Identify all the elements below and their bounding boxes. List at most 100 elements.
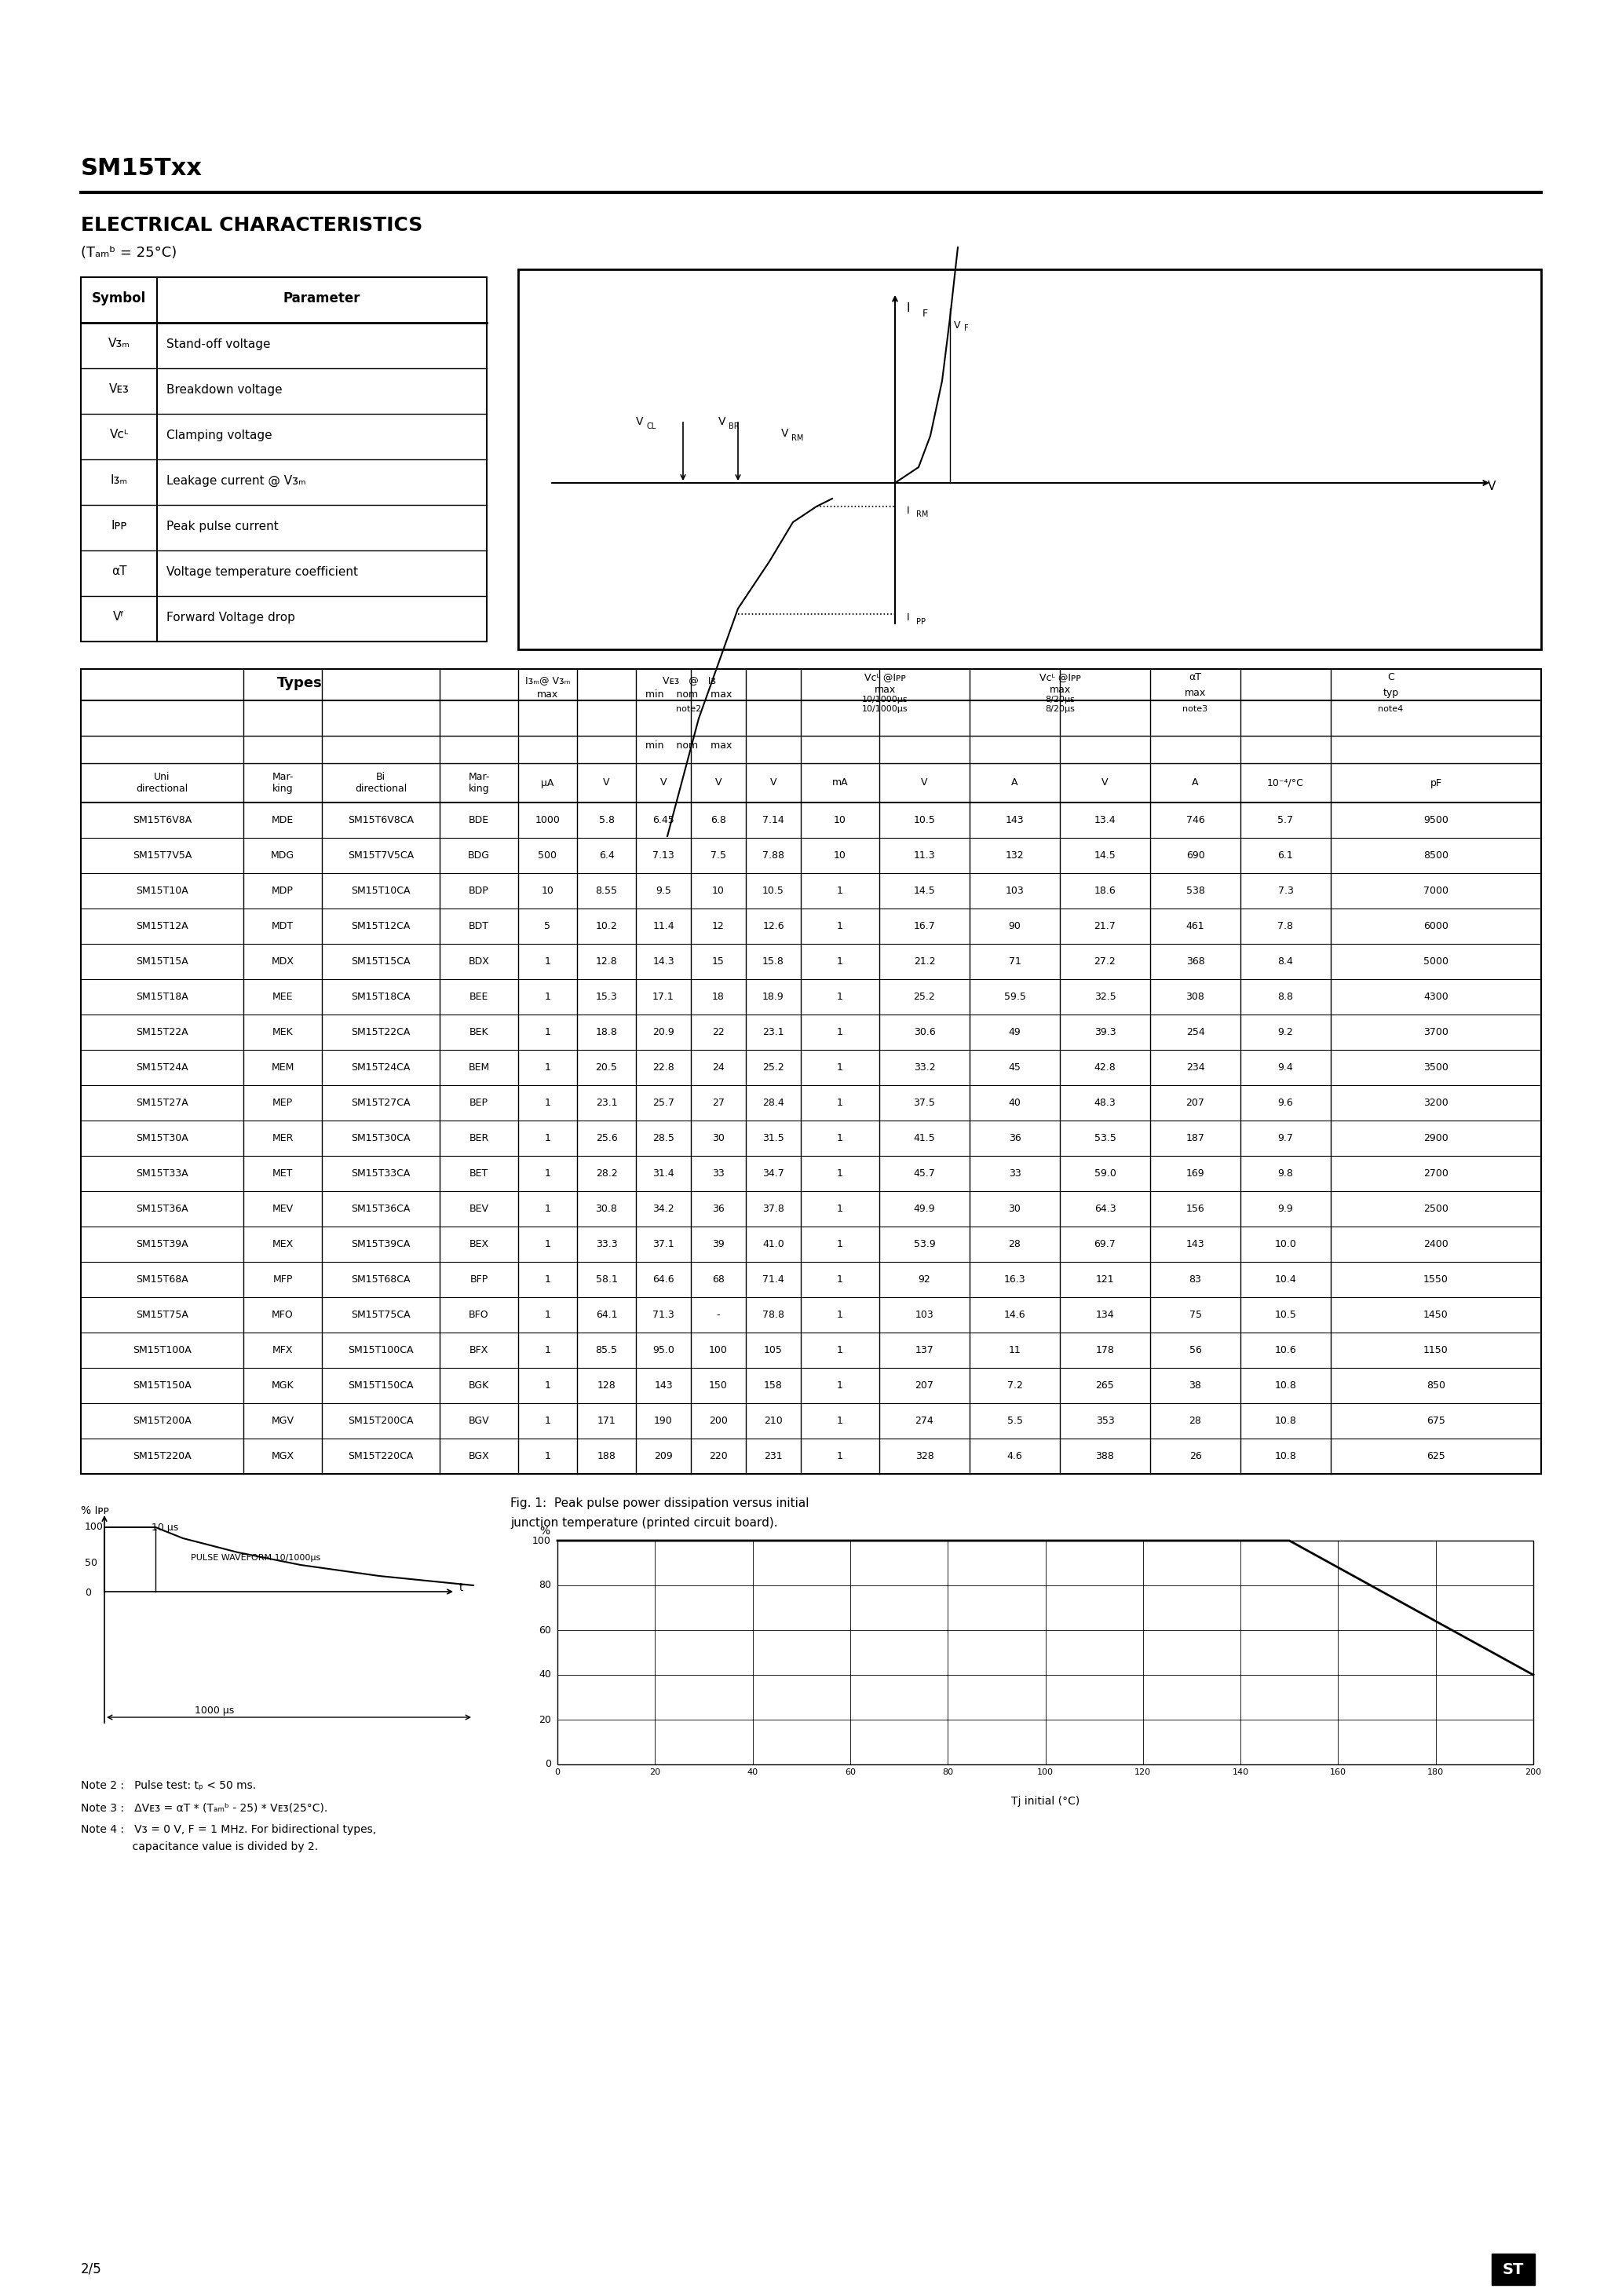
- Text: 1: 1: [837, 1063, 843, 1072]
- Text: 33: 33: [1009, 1169, 1020, 1178]
- Text: I: I: [907, 303, 910, 315]
- Text: 25.7: 25.7: [652, 1097, 675, 1109]
- Text: 220: 220: [709, 1451, 728, 1460]
- Text: BDG: BDG: [467, 850, 490, 861]
- Text: 16.3: 16.3: [1004, 1274, 1025, 1286]
- Text: 9.7: 9.7: [1278, 1134, 1293, 1143]
- Text: 41.5: 41.5: [913, 1134, 936, 1143]
- Text: SM15T7V5A: SM15T7V5A: [133, 850, 191, 861]
- Text: Iᴘᴘ: Iᴘᴘ: [110, 521, 127, 533]
- Text: SM15T36A: SM15T36A: [136, 1203, 188, 1215]
- Text: 30.6: 30.6: [913, 1026, 936, 1038]
- Text: 5.5: 5.5: [1007, 1417, 1022, 1426]
- Text: 21.2: 21.2: [913, 957, 936, 967]
- Text: 209: 209: [654, 1451, 673, 1460]
- Text: 103: 103: [915, 1309, 934, 1320]
- Text: RM: RM: [916, 510, 928, 519]
- Text: SM15T7V5CA: SM15T7V5CA: [347, 850, 414, 861]
- Text: % Iᴘᴘ: % Iᴘᴘ: [81, 1506, 109, 1515]
- Text: 0: 0: [545, 1759, 551, 1770]
- Text: 461: 461: [1186, 921, 1205, 932]
- Text: 274: 274: [915, 1417, 934, 1426]
- Text: 8.8: 8.8: [1278, 992, 1293, 1001]
- Text: 14.3: 14.3: [652, 957, 675, 967]
- Bar: [81, 668, 1541, 1474]
- Text: 1: 1: [545, 1203, 551, 1215]
- Text: 30: 30: [712, 1134, 725, 1143]
- Text: 18.8: 18.8: [595, 1026, 618, 1038]
- Text: 1: 1: [837, 957, 843, 967]
- Text: 9.4: 9.4: [1278, 1063, 1293, 1072]
- Text: MDP: MDP: [272, 886, 294, 895]
- Text: 2/5: 2/5: [81, 2262, 102, 2275]
- Text: 9500: 9500: [1424, 815, 1448, 824]
- Text: 15: 15: [712, 957, 725, 967]
- Text: 20: 20: [539, 1715, 551, 1724]
- Text: 53.5: 53.5: [1095, 1134, 1116, 1143]
- Text: max: max: [874, 684, 895, 696]
- Text: SM15T10CA: SM15T10CA: [350, 886, 410, 895]
- Text: 15.8: 15.8: [762, 957, 785, 967]
- Text: 58.1: 58.1: [595, 1274, 618, 1286]
- Text: 26: 26: [1189, 1451, 1202, 1460]
- Text: 5.7: 5.7: [1278, 815, 1293, 824]
- Text: Vᴄᴸ: Vᴄᴸ: [109, 429, 128, 441]
- Text: BDX: BDX: [469, 957, 490, 967]
- Text: BEE: BEE: [469, 992, 488, 1001]
- Text: 36: 36: [1009, 1134, 1020, 1143]
- Text: MDG: MDG: [271, 850, 295, 861]
- Text: MEK: MEK: [272, 1026, 294, 1038]
- Text: 27.2: 27.2: [1095, 957, 1116, 967]
- Text: 59.5: 59.5: [1004, 992, 1025, 1001]
- Text: Note 3 :   ΔVᴇᴣ = αT * (Tₐₘᵇ - 25) * Vᴇᴣ(25°C).: Note 3 : ΔVᴇᴣ = αT * (Tₐₘᵇ - 25) * Vᴇᴣ(2…: [81, 1802, 328, 1814]
- Text: 31.5: 31.5: [762, 1134, 783, 1143]
- Text: Breakdown voltage: Breakdown voltage: [167, 383, 282, 395]
- Text: 156: 156: [1186, 1203, 1205, 1215]
- Text: 746: 746: [1186, 815, 1205, 824]
- Text: 7.88: 7.88: [762, 850, 785, 861]
- Text: 8/20μs: 8/20μs: [1045, 696, 1075, 703]
- Text: 78.8: 78.8: [762, 1309, 785, 1320]
- Text: mA: mA: [832, 778, 848, 788]
- Text: 254: 254: [1186, 1026, 1205, 1038]
- Text: Fig. 1:  Peak pulse power dissipation versus initial: Fig. 1: Peak pulse power dissipation ver…: [511, 1497, 809, 1508]
- Text: 45: 45: [1009, 1063, 1020, 1072]
- Text: V: V: [715, 778, 722, 788]
- Text: Mar-
king: Mar- king: [469, 771, 490, 794]
- Text: 1: 1: [837, 1169, 843, 1178]
- Text: 49.9: 49.9: [913, 1203, 936, 1215]
- Text: 64.6: 64.6: [652, 1274, 675, 1286]
- Text: 68: 68: [712, 1274, 725, 1286]
- Text: Tj initial (°C): Tj initial (°C): [1011, 1795, 1080, 1807]
- Text: BEM: BEM: [469, 1063, 490, 1072]
- Text: 10⁻⁴/°C: 10⁻⁴/°C: [1267, 778, 1304, 788]
- Text: 6.4: 6.4: [599, 850, 615, 861]
- Text: 28.4: 28.4: [762, 1097, 783, 1109]
- Text: V: V: [954, 321, 960, 331]
- Text: pF: pF: [1431, 778, 1442, 788]
- Text: 1: 1: [545, 1169, 551, 1178]
- Text: 9.9: 9.9: [1278, 1203, 1293, 1215]
- Text: typ: typ: [1384, 689, 1398, 698]
- Text: 10.5: 10.5: [1275, 1309, 1296, 1320]
- Text: 40: 40: [1009, 1097, 1020, 1109]
- Text: 10.8: 10.8: [1275, 1380, 1296, 1391]
- Text: αT: αT: [1189, 673, 1202, 682]
- Bar: [558, 1541, 1533, 1763]
- Text: 169: 169: [1186, 1169, 1205, 1178]
- Text: 150: 150: [709, 1380, 728, 1391]
- Text: 1: 1: [545, 1309, 551, 1320]
- Text: SM15T75CA: SM15T75CA: [350, 1309, 410, 1320]
- Text: note3: note3: [1182, 705, 1208, 714]
- Text: 80: 80: [539, 1580, 551, 1591]
- Text: Clamping voltage: Clamping voltage: [167, 429, 272, 441]
- Text: 1: 1: [837, 886, 843, 895]
- Text: Vᴄᴸ @Iᴘᴘ: Vᴄᴸ @Iᴘᴘ: [1040, 673, 1080, 682]
- Text: 6000: 6000: [1424, 921, 1448, 932]
- Text: 37.1: 37.1: [652, 1240, 675, 1249]
- Text: 10.8: 10.8: [1275, 1417, 1296, 1426]
- Text: 210: 210: [764, 1417, 783, 1426]
- Text: 23.1: 23.1: [762, 1026, 783, 1038]
- Text: 128: 128: [597, 1380, 616, 1391]
- Text: 40: 40: [748, 1768, 757, 1777]
